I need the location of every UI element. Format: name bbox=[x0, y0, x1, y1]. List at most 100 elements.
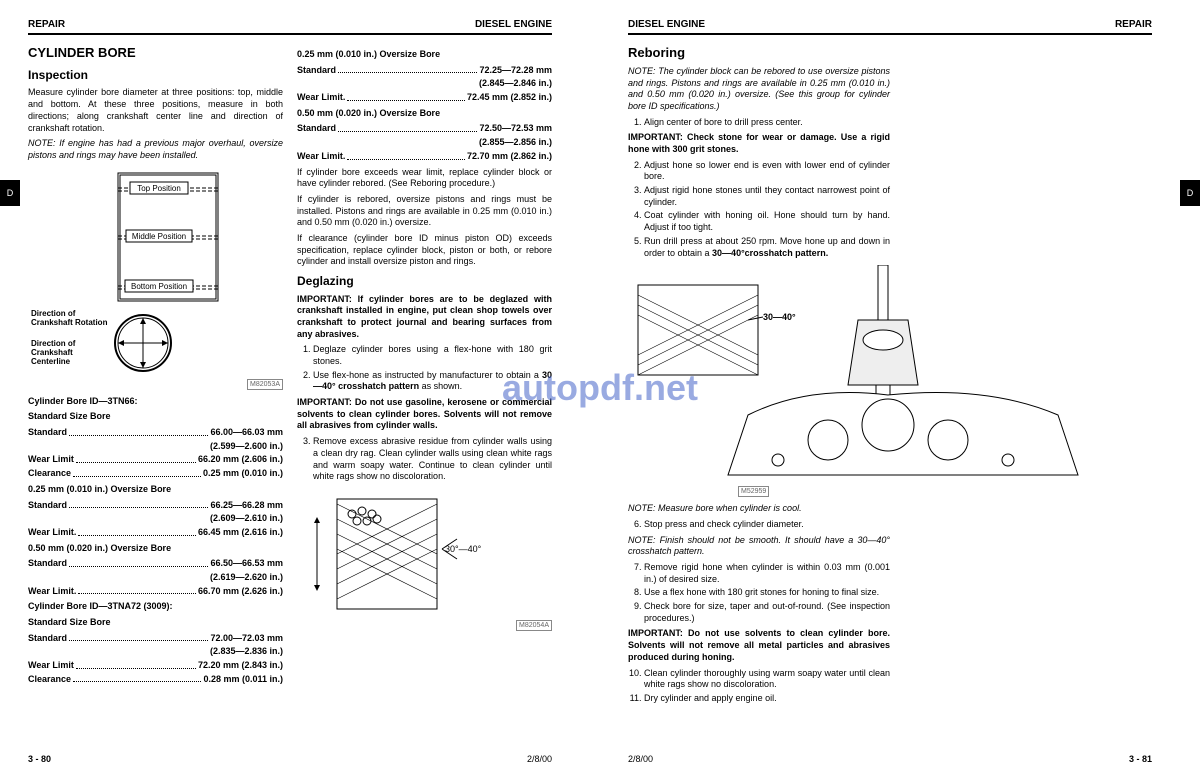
important-note: IMPORTANT: Do not use solvents to clean … bbox=[628, 628, 890, 663]
side-tab-right: D bbox=[1180, 180, 1200, 206]
rebore-steps: Remove rigid hone when cylinder is withi… bbox=[628, 562, 890, 624]
intro-text: Measure cylinder bore diameter at three … bbox=[28, 87, 283, 134]
rebore-steps: Align center of bore to drill press cent… bbox=[628, 117, 890, 129]
important-note: IMPORTANT: If cylinder bores are to be d… bbox=[297, 294, 552, 341]
figure-bore-positions: Top Position Middle Position Bottom Posi… bbox=[28, 168, 283, 390]
spec-label: Standard bbox=[297, 65, 336, 77]
group-title: 0.50 mm (0.020 in.) Oversize Bore bbox=[297, 108, 552, 120]
figure-crosshatch: 30°—40° M82054A bbox=[297, 489, 552, 631]
spec-title-3tna72: Cylinder Bore ID—3TNA72 (3009): bbox=[28, 601, 283, 613]
spec-value: 66.45 mm (2.616 in.) bbox=[198, 527, 283, 539]
svg-text:Direction of: Direction of bbox=[31, 339, 76, 348]
list-item: Deglaze cylinder bores using a flex-hone… bbox=[313, 344, 552, 367]
footer-right: 3 - 81 bbox=[1129, 754, 1152, 766]
important-note: IMPORTANT: Do not use gasoline, kerosene… bbox=[297, 397, 552, 432]
footer-left: 3 - 80 bbox=[28, 754, 51, 766]
svg-text:Bottom Position: Bottom Position bbox=[131, 282, 187, 291]
heading-deglazing: Deglazing bbox=[297, 274, 552, 290]
header-right: REPAIR bbox=[1115, 18, 1152, 31]
spec-label: Wear Limit. bbox=[28, 586, 76, 598]
right-column bbox=[904, 45, 1152, 709]
footer-left: 2/8/00 bbox=[628, 754, 653, 766]
fig-id: M52959 bbox=[738, 486, 769, 497]
tab-text: D bbox=[1187, 188, 1194, 198]
spec-value: 72.70 mm (2.862 in.) bbox=[467, 151, 552, 163]
list-item: Use a flex hone with 180 grit stones for… bbox=[644, 587, 890, 599]
spec-label: Clearance bbox=[28, 674, 71, 686]
spec-sub: (2.619—2.620 in.) bbox=[28, 572, 283, 584]
svg-text:Top Position: Top Position bbox=[137, 184, 181, 193]
list-item: Align center of bore to drill press cent… bbox=[644, 117, 890, 129]
spec-value: 66.20 mm (2.606 in.) bbox=[198, 454, 283, 466]
header-left: REPAIR bbox=[28, 18, 65, 31]
group-title: 0.25 mm (0.010 in.) Oversize Bore bbox=[297, 49, 552, 61]
svg-text:Crankshaft Rotation: Crankshaft Rotation bbox=[31, 318, 108, 327]
rebore-steps: Clean cylinder thoroughly using warm soa… bbox=[628, 668, 890, 705]
page-right: DIESEL ENGINE REPAIR Reboring NOTE: The … bbox=[600, 0, 1180, 776]
svg-text:Middle Position: Middle Position bbox=[132, 232, 186, 241]
spec-title-3tn66: Cylinder Bore ID—3TN66: bbox=[28, 396, 283, 408]
page-footer: 3 - 80 2/8/00 bbox=[28, 754, 552, 766]
spec-label: Standard bbox=[28, 558, 67, 570]
header-left: DIESEL ENGINE bbox=[628, 18, 705, 31]
list-item: Remove excess abrasive residue from cyli… bbox=[313, 436, 552, 483]
fig-id: M82054A bbox=[516, 620, 552, 631]
list-item: Coat cylinder with honing oil. Hone shou… bbox=[644, 210, 890, 233]
spec-sub: (2.855—2.856 in.) bbox=[297, 137, 552, 149]
spec-value: 66.50—66.53 mm bbox=[210, 558, 283, 570]
list-item: Run drill press at about 250 rpm. Move h… bbox=[644, 236, 890, 259]
page-header: DIESEL ENGINE REPAIR bbox=[628, 18, 1152, 35]
list-item: Adjust rigid hone stones until they cont… bbox=[644, 185, 890, 208]
spec-label: Wear Limit bbox=[28, 660, 74, 672]
spec-value: 0.28 mm (0.011 in.) bbox=[203, 674, 283, 686]
spec-label: Standard bbox=[28, 633, 67, 645]
deglaze-steps: Deglaze cylinder bores using a flex-hone… bbox=[297, 344, 552, 393]
figure-drill-press: 30—40° M52959 bbox=[628, 265, 890, 497]
group-title: Standard Size Bore bbox=[28, 617, 283, 629]
spec-label: Standard bbox=[297, 123, 336, 135]
left-column: Reboring NOTE: The cylinder block can be… bbox=[628, 45, 890, 709]
note-overhaul: NOTE: If engine has had a previous major… bbox=[28, 138, 283, 161]
spec-value: 72.50—72.53 mm bbox=[479, 123, 552, 135]
header-right: DIESEL ENGINE bbox=[475, 18, 552, 31]
spec-value: 72.20 mm (2.843 in.) bbox=[198, 660, 283, 672]
svg-text:30°—40°: 30°—40° bbox=[445, 544, 482, 554]
svg-text:Centerline: Centerline bbox=[31, 357, 71, 366]
spec-value: 66.00—66.03 mm bbox=[210, 427, 283, 439]
deglaze-steps-cont: Remove excess abrasive residue from cyli… bbox=[297, 436, 552, 483]
footer-right: 2/8/00 bbox=[527, 754, 552, 766]
list-item: Check bore for size, taper and out-of-ro… bbox=[644, 601, 890, 624]
list-item: Stop press and check cylinder diameter. bbox=[644, 519, 890, 531]
para: If clearance (cylinder bore ID minus pis… bbox=[297, 233, 552, 268]
spec-label: Standard bbox=[28, 427, 67, 439]
spec-value: 66.70 mm (2.626 in.) bbox=[198, 586, 283, 598]
list-item: Remove rigid hone when cylinder is withi… bbox=[644, 562, 890, 585]
list-item: Use flex-hone as instructed by manufactu… bbox=[313, 370, 552, 393]
fig-id: M82053A bbox=[247, 379, 283, 390]
note-finish: NOTE: Finish should not be smooth. It sh… bbox=[628, 535, 890, 558]
spec-value: 66.25—66.28 mm bbox=[210, 500, 283, 512]
spec-value: 72.45 mm (2.852 in.) bbox=[467, 92, 552, 104]
spec-sub: (2.609—2.610 in.) bbox=[28, 513, 283, 525]
page-footer: 2/8/00 3 - 81 bbox=[628, 754, 1152, 766]
heading-reboring: Reboring bbox=[628, 45, 890, 62]
svg-text:Direction of: Direction of bbox=[31, 309, 76, 318]
important-note: IMPORTANT: Check stone for wear or damag… bbox=[628, 132, 890, 155]
page-left: REPAIR DIESEL ENGINE CYLINDER BORE Inspe… bbox=[0, 0, 580, 776]
group-title: 0.50 mm (0.020 in.) Oversize Bore bbox=[28, 543, 283, 555]
spec-label: Wear Limit. bbox=[297, 92, 345, 104]
spec-sub: (2.845—2.846 in.) bbox=[297, 78, 552, 90]
spec-value: 72.25—72.28 mm bbox=[479, 65, 552, 77]
list-item: Clean cylinder thoroughly using warm soa… bbox=[644, 668, 890, 691]
spec-sub: (2.835—2.836 in.) bbox=[28, 646, 283, 658]
right-column: 0.25 mm (0.010 in.) Oversize Bore Standa… bbox=[297, 45, 552, 687]
group-title: Standard Size Bore bbox=[28, 411, 283, 423]
para: If cylinder bore exceeds wear limit, rep… bbox=[297, 167, 552, 190]
rebore-steps: Adjust hone so lower end is even with lo… bbox=[628, 160, 890, 260]
left-column: CYLINDER BORE Inspection Measure cylinde… bbox=[28, 45, 283, 687]
page-header: REPAIR DIESEL ENGINE bbox=[28, 18, 552, 35]
spec-label: Clearance bbox=[28, 468, 71, 480]
spec-label: Wear Limit bbox=[28, 454, 74, 466]
note-rebore: NOTE: The cylinder block can be rebored … bbox=[628, 66, 890, 113]
rebore-steps: Stop press and check cylinder diameter. bbox=[628, 519, 890, 531]
